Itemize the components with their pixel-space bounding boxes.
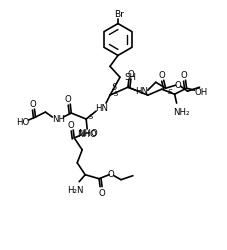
Text: O: O xyxy=(65,94,72,103)
Text: S: S xyxy=(89,114,93,119)
Text: H₂N: H₂N xyxy=(67,186,84,194)
Text: O: O xyxy=(158,70,165,80)
Text: O: O xyxy=(108,170,114,178)
Text: O: O xyxy=(99,188,106,197)
Text: O: O xyxy=(180,70,187,80)
Text: NHO: NHO xyxy=(78,129,98,138)
Text: HO: HO xyxy=(16,117,29,126)
Text: O: O xyxy=(128,70,134,78)
Text: NH: NH xyxy=(52,114,65,123)
Text: S: S xyxy=(114,91,118,97)
Text: NHO: NHO xyxy=(77,130,97,139)
Text: SH: SH xyxy=(124,72,136,82)
Text: HN: HN xyxy=(96,103,109,112)
Text: O: O xyxy=(174,80,181,89)
Text: NH₂: NH₂ xyxy=(173,107,190,116)
Text: S: S xyxy=(168,89,173,95)
Text: HN: HN xyxy=(135,86,148,95)
Text: O: O xyxy=(68,120,75,129)
Text: Br: Br xyxy=(114,10,124,19)
Text: OH: OH xyxy=(195,87,208,96)
Text: S: S xyxy=(112,82,118,91)
Text: O: O xyxy=(29,99,36,108)
